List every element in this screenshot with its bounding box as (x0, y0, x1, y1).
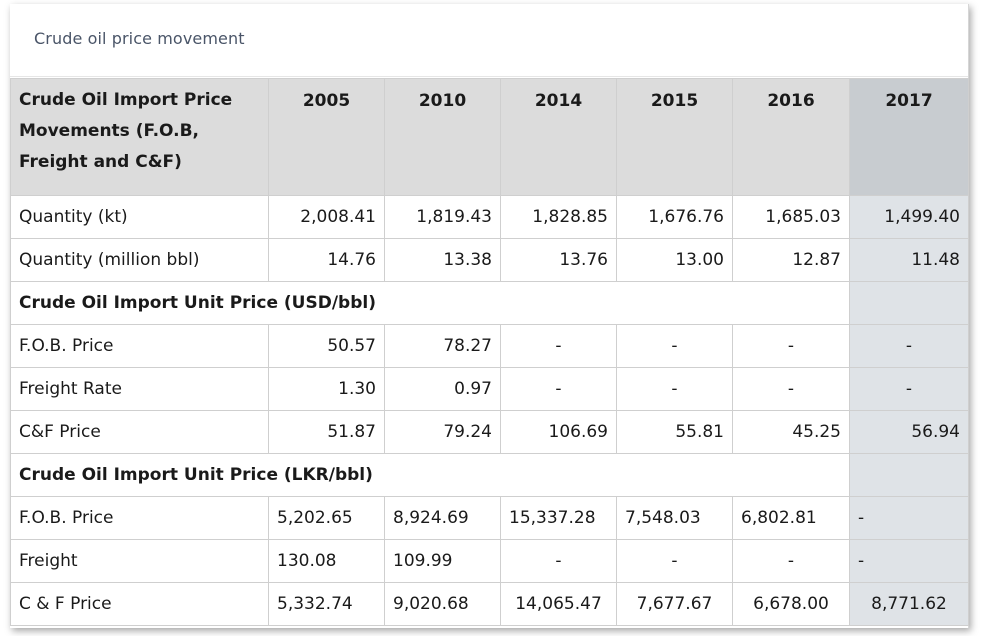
table-cell: 7,677.67 (616, 582, 733, 626)
table-cell: - (849, 367, 969, 411)
table-cell: 106.69 (500, 410, 617, 454)
table-cell: 1,676.76 (616, 195, 733, 239)
table-cell: 14,065.47 (500, 582, 617, 626)
table-cell: 7,548.03 (616, 496, 733, 540)
table-row: Quantity (million bbl) 14.76 13.38 13.76… (10, 238, 969, 282)
table-cell: 78.27 (384, 324, 501, 368)
table-row: C&F Price 51.87 79.24 106.69 55.81 45.25… (10, 410, 969, 454)
year-header-2016: 2016 (732, 78, 850, 196)
table-cell: 6,678.00 (732, 582, 850, 626)
table-cell: 1,828.85 (500, 195, 617, 239)
section-row: Crude Oil Import Unit Price (USD/bbl) (10, 281, 969, 325)
table-row: Freight 130.08 109.99 - - - - (10, 539, 969, 583)
table-cell: - (849, 496, 969, 540)
table-cell: 50.57 (268, 324, 385, 368)
table-cell: 1,819.43 (384, 195, 501, 239)
table-cell: 56.94 (849, 410, 969, 454)
section-label-usd: Crude Oil Import Unit Price (USD/bbl) (10, 281, 850, 325)
year-header-2017: 2017 (849, 78, 969, 196)
row-label: Freight (10, 539, 269, 583)
table-row: C & F Price 5,332.74 9,020.68 14,065.47 … (10, 582, 969, 626)
price-table-card: Crude oil price movement Crude Oil Impor… (10, 4, 969, 628)
table-cell: 5,332.74 (268, 582, 385, 626)
row-label: Freight Rate (10, 367, 269, 411)
table-cell: - (849, 539, 969, 583)
row-label: F.O.B. Price (10, 324, 269, 368)
row-label: Quantity (million bbl) (10, 238, 269, 282)
table-cell: - (732, 324, 850, 368)
table-cell: 109.99 (384, 539, 501, 583)
table-cell: 51.87 (268, 410, 385, 454)
table-cell: - (616, 324, 733, 368)
table-cell: - (616, 367, 733, 411)
table-header-row: Crude Oil Import Price Movements (F.O.B,… (10, 78, 969, 196)
section-row: Crude Oil Import Unit Price (LKR/bbl) (10, 453, 969, 497)
table-cell: 130.08 (268, 539, 385, 583)
table-cell: - (500, 367, 617, 411)
table-cell: 9,020.68 (384, 582, 501, 626)
year-header-2014: 2014 (500, 78, 617, 196)
table-cell: 45.25 (732, 410, 850, 454)
table-cell: 12.87 (732, 238, 850, 282)
row-label: F.O.B. Price (10, 496, 269, 540)
table-cell: - (500, 539, 617, 583)
table-cell: 5,202.65 (268, 496, 385, 540)
table-row: Freight Rate 1.30 0.97 - - - - (10, 367, 969, 411)
table-cell: 79.24 (384, 410, 501, 454)
table-cell: - (849, 324, 969, 368)
table-row: Quantity (kt) 2,008.41 1,819.43 1,828.85… (10, 195, 969, 239)
table-cell: 15,337.28 (500, 496, 617, 540)
row-label: Quantity (kt) (10, 195, 269, 239)
table-cell (849, 453, 969, 497)
table-cell: 8,924.69 (384, 496, 501, 540)
card-title: Crude oil price movement (34, 29, 245, 48)
table-cell: 11.48 (849, 238, 969, 282)
year-header-2005: 2005 (268, 78, 385, 196)
table-cell: 6,802.81 (732, 496, 850, 540)
table-cell: 14.76 (268, 238, 385, 282)
table-cell: - (616, 539, 733, 583)
table-cell: 1,685.03 (732, 195, 850, 239)
section-label-lkr: Crude Oil Import Unit Price (LKR/bbl) (10, 453, 850, 497)
table-cell: 1.30 (268, 367, 385, 411)
row-label: C & F Price (10, 582, 269, 626)
table-cell: 0.97 (384, 367, 501, 411)
table-cell: - (732, 367, 850, 411)
table-row: F.O.B. Price 50.57 78.27 - - - - (10, 324, 969, 368)
table-cell: 55.81 (616, 410, 733, 454)
table-cell: 13.38 (384, 238, 501, 282)
table-cell: 2,008.41 (268, 195, 385, 239)
table-cell (849, 281, 969, 325)
card-header: Crude oil price movement (10, 4, 968, 77)
year-header-2010: 2010 (384, 78, 501, 196)
header-label: Crude Oil Import Price Movements (F.O.B,… (10, 78, 269, 196)
year-header-2015: 2015 (616, 78, 733, 196)
crude-oil-price-table: Crude Oil Import Price Movements (F.O.B,… (10, 78, 969, 626)
table-cell: 13.76 (500, 238, 617, 282)
table-cell: - (500, 324, 617, 368)
table-cell: - (732, 539, 850, 583)
table-row: F.O.B. Price 5,202.65 8,924.69 15,337.28… (10, 496, 969, 540)
table-cell: 13.00 (616, 238, 733, 282)
row-label: C&F Price (10, 410, 269, 454)
table-cell: 1,499.40 (849, 195, 969, 239)
table-cell: 8,771.62 (849, 582, 969, 626)
